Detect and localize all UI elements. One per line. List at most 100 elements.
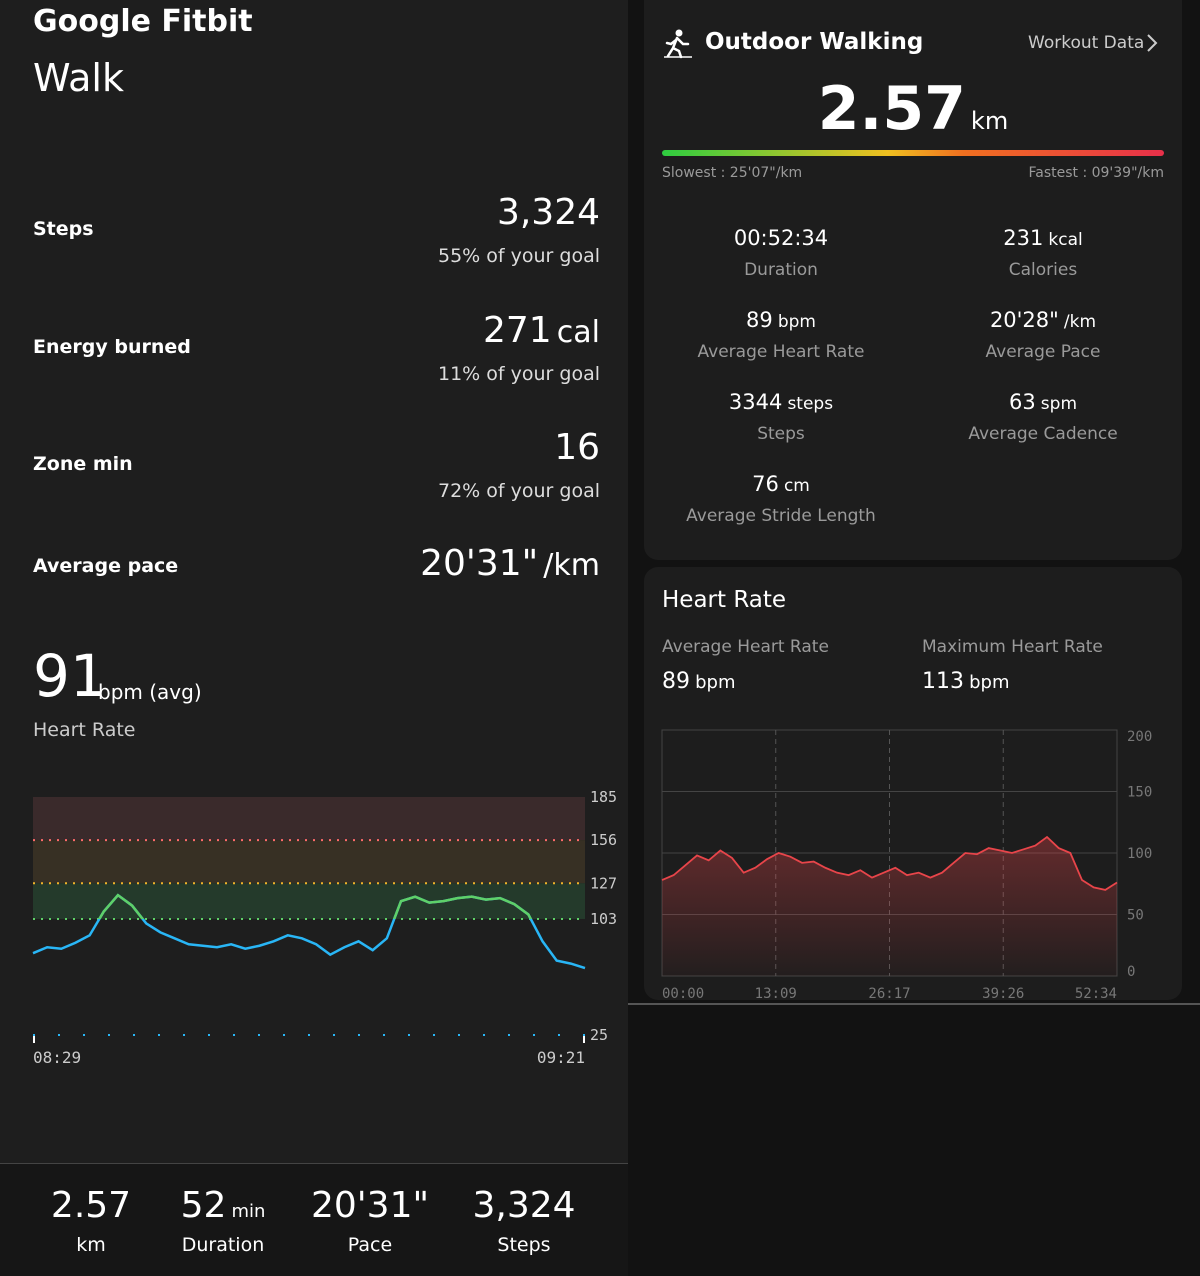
stat-unit: kcal xyxy=(1048,230,1083,250)
stat-number: 00:52:34 xyxy=(733,226,829,250)
metric-value: 271 cal xyxy=(483,310,600,351)
walk-icon xyxy=(664,29,692,59)
summary-number: 52 xyxy=(180,1185,227,1226)
avg-hr-label: Average Heart Rate xyxy=(662,637,829,657)
metric-label: Zone min xyxy=(33,453,133,475)
x-tick-label: 39:26 xyxy=(982,986,1024,1000)
summary-label: km xyxy=(76,1234,106,1256)
max-hr-value: 113 xyxy=(922,669,964,694)
stat-label: Average Pace xyxy=(985,342,1101,362)
workout-panel: Outdoor Walking Workout Data 2.57 km Slo… xyxy=(628,0,1200,1275)
workout-data-link[interactable]: Workout Data xyxy=(1028,33,1145,53)
y-tick-label: 103 xyxy=(590,910,617,928)
y-tick-label: 200 xyxy=(1127,729,1152,745)
x-tick-label: 13:09 xyxy=(755,986,797,1000)
heart-line xyxy=(661,835,1118,891)
stat-unit: cm xyxy=(783,476,810,496)
summary-number: 2.57 xyxy=(50,1185,132,1226)
stat-label: Average Stride Length xyxy=(686,506,876,526)
stat-label: Steps xyxy=(757,424,805,444)
distance: 2.57 km xyxy=(644,74,1182,144)
x-tick-label: 08:29 xyxy=(33,1048,81,1067)
zone-band xyxy=(33,797,585,841)
max-hr-unit: bpm xyxy=(969,672,1010,693)
metric-label: Average pace xyxy=(33,555,179,577)
summary-number: 3,324 xyxy=(472,1185,576,1226)
summary-item: 52 min Duration xyxy=(181,1185,266,1256)
y-tick-label: 100 xyxy=(1127,846,1152,862)
heart-value: 91 xyxy=(33,642,107,710)
stat-label: Average Cadence xyxy=(968,424,1118,444)
stat-number: 89 xyxy=(746,308,773,332)
stat-label: Calories xyxy=(1008,260,1078,280)
summary-label: Pace xyxy=(347,1234,393,1256)
hr-chart: 200 150 100 50 0 00:00 13:09 26:17 39:26 52:34 xyxy=(661,729,1152,1000)
chevron[interactable] xyxy=(1144,32,1160,54)
summary-value: 52 min xyxy=(181,1185,266,1226)
summary-value: 3,324 xyxy=(472,1185,575,1226)
stat-number: 231 xyxy=(1003,226,1044,250)
zone-band xyxy=(33,883,585,919)
stat-unit: steps xyxy=(787,394,834,414)
heart-area xyxy=(662,837,1117,976)
avg-hr-unit: bpm xyxy=(695,672,736,693)
metric-number: 16 xyxy=(554,427,600,468)
workout-title: Outdoor Walking xyxy=(705,29,924,55)
metric-value: 3,324 xyxy=(497,192,600,233)
workout-card: Outdoor Walking Workout Data 2.57 km Slo… xyxy=(644,0,1182,560)
fastest: Fastest : 09'39"/km xyxy=(1028,165,1164,181)
y-tick-label: 0 xyxy=(1127,964,1135,980)
distance-unit: km xyxy=(970,107,1009,135)
stat-number: 3344 xyxy=(728,390,783,414)
stat-label: Average Heart Rate xyxy=(697,342,865,362)
pace-bar xyxy=(662,150,1164,156)
metric-number: 3,324 xyxy=(496,192,600,233)
stat-unit: /km xyxy=(1063,312,1097,332)
y-tick-label: 156 xyxy=(590,831,617,849)
y-tick-label: 50 xyxy=(1127,908,1144,924)
activity-title: Walk xyxy=(33,56,124,100)
metric-goal: 55% of your goal xyxy=(438,245,600,267)
heart-card-title: Heart Rate xyxy=(662,587,787,613)
slowest: Slowest : 25'07"/km xyxy=(662,165,803,181)
x-tick-label: 26:17 xyxy=(868,986,910,1000)
y-tick-label: 150 xyxy=(1127,785,1152,801)
metric-label: Energy burned xyxy=(33,336,191,358)
x-tick-label: 09:21 xyxy=(537,1048,585,1067)
distance-value: 2.57 xyxy=(817,74,966,144)
stat-value: 231 kcal xyxy=(893,226,1193,250)
stat-value: 63 spm xyxy=(893,390,1193,414)
summary-label: Steps xyxy=(497,1234,551,1256)
heart-chart: 185 156 127 103 25 08:29 09:21 xyxy=(32,788,617,1067)
fitbit-panel: Google Fitbit Walk Steps 3,324 55% of your… xyxy=(0,0,628,1276)
summary-label: Duration xyxy=(181,1234,265,1256)
y-tick-label: 185 xyxy=(590,788,617,806)
divider xyxy=(628,1003,1200,1005)
y-tick-label: 127 xyxy=(590,874,617,892)
avg-hr: 89 bpm xyxy=(662,669,735,694)
avg-hr-value: 89 xyxy=(662,669,690,694)
y-tick-label: 25 xyxy=(590,1026,608,1044)
heart-line-zone xyxy=(97,893,533,919)
summary-item: 3,324 Steps xyxy=(472,1185,575,1256)
stat-value: 76 cm xyxy=(631,472,931,496)
heart-label: Heart Rate xyxy=(33,719,136,741)
summary-unit: min xyxy=(231,1201,266,1222)
stat-number: 20'28" xyxy=(989,308,1059,332)
stat-number: 63 xyxy=(1008,390,1036,414)
summary-number: 20'31" xyxy=(310,1185,430,1226)
heart-unit: bpm (avg) xyxy=(98,680,202,704)
heart-card: Heart Rate Average Heart Rate 89 bpm Max… xyxy=(644,567,1182,1000)
stat-unit: bpm xyxy=(777,312,816,332)
stat-value: 89 bpm xyxy=(631,308,931,332)
stat-value: 20'28" /km xyxy=(893,308,1193,332)
max-hr-label: Maximum Heart Rate xyxy=(922,637,1103,657)
summary-value: 20'31" xyxy=(311,1185,429,1226)
metric-unit: cal xyxy=(556,315,600,350)
metric-number: 20'31" xyxy=(420,543,539,584)
stat-unit: spm xyxy=(1040,394,1078,414)
x-tick-label: 52:34 xyxy=(1075,986,1117,1000)
summary-item: 20'31" Pace xyxy=(311,1185,429,1256)
metric-goal: 11% of your goal xyxy=(438,363,600,385)
summary-item: 2.57 km xyxy=(51,1185,131,1256)
